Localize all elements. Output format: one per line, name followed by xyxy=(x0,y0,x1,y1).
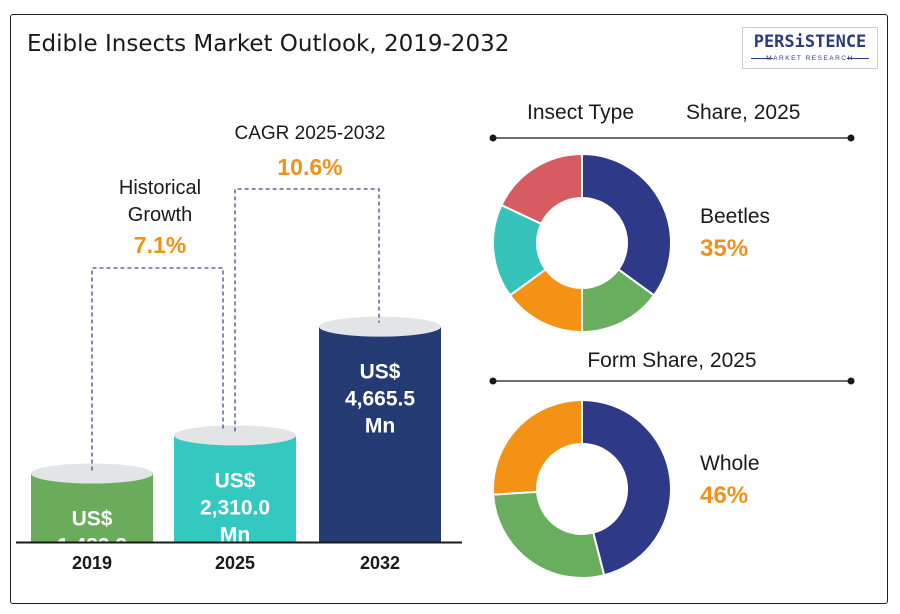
bar-value-label-2019-line2: 1,483.3 xyxy=(57,535,127,558)
x-tick-label-2032: 2032 xyxy=(360,553,400,573)
cagr-label: CAGR 2025-2032 xyxy=(234,123,385,144)
bar-2019: US$ 1,483.3 Mn xyxy=(31,463,153,585)
bar-value-label-2025-line1: US$ xyxy=(215,469,256,492)
bar-top-2032 xyxy=(319,316,441,337)
form-share-title: Form Share, 2025 xyxy=(587,349,756,372)
form-donut xyxy=(492,398,672,579)
logo-brand-text: PERSiSTENCE xyxy=(753,32,867,52)
bar-body-2019 xyxy=(31,473,153,542)
bar-value-label-2025-line2: 2,310.0 xyxy=(200,496,270,519)
cagr-connector xyxy=(234,188,380,432)
form-header-dot-right xyxy=(847,377,855,385)
historical-growth-label-line1: Historical xyxy=(119,177,201,199)
x-tick-label-2025: 2025 xyxy=(215,553,255,573)
bar-top-2019 xyxy=(31,463,153,484)
bar-value-label-2025-line3: Mn xyxy=(220,523,250,546)
cagr-value: 10.6% xyxy=(277,154,342,180)
bar-value-label-2032-line1: US$ xyxy=(360,361,401,384)
historical-growth-connector xyxy=(91,267,224,471)
bar-body-2025 xyxy=(174,435,296,542)
historical-growth-value: 7.1% xyxy=(134,232,186,258)
bar-value-label-2019-line3: Mn xyxy=(77,562,107,585)
form-highlight-label: Whole xyxy=(700,452,760,475)
frame-border xyxy=(10,14,888,604)
insect-type-slice-5 xyxy=(500,152,583,226)
insect-type-title-part2: Share, 2025 xyxy=(686,101,800,124)
bar-body-2032 xyxy=(319,326,441,542)
historical-growth-label-line2: Growth xyxy=(128,204,192,226)
insect-type-slice-1 xyxy=(581,152,672,297)
bar-value-label-2019-line1: US$ xyxy=(72,508,113,531)
logo-rule-right xyxy=(847,58,869,59)
form-slice-1 xyxy=(581,398,672,577)
insect-type-header-dot-left xyxy=(489,134,497,142)
insect-type-highlight-label: Beetles xyxy=(700,205,770,228)
insect-type-highlight-value: 35% xyxy=(700,235,748,262)
form-slice-2 xyxy=(492,490,606,579)
insect-type-donut xyxy=(492,152,672,334)
insect-type-title-part1: Insect Type xyxy=(527,101,634,124)
page-title: Edible Insects Market Outlook, 2019-2032 xyxy=(27,31,510,57)
insect-type-header-dot-right xyxy=(847,134,855,142)
bar-2025: US$ 2,310.0 Mn xyxy=(174,425,296,546)
bar-value-label-2032-line2: 4,665.5 xyxy=(345,388,415,411)
bar-2032: US$ 4,665.5 Mn xyxy=(319,316,441,542)
logo-tagline: MARKET RESEARCH xyxy=(766,55,854,62)
bar-value-label-2032-line3: Mn xyxy=(365,415,395,438)
logo-rule-left xyxy=(751,58,773,59)
form-header-dot-left xyxy=(489,377,497,385)
brand-logo: PERSiSTENCE MARKET RESEARCH xyxy=(742,27,878,69)
form-slice-3 xyxy=(492,398,583,496)
bar-top-2025 xyxy=(174,425,296,446)
form-highlight-value: 46% xyxy=(700,482,748,509)
x-tick-label-2019: 2019 xyxy=(72,553,112,573)
